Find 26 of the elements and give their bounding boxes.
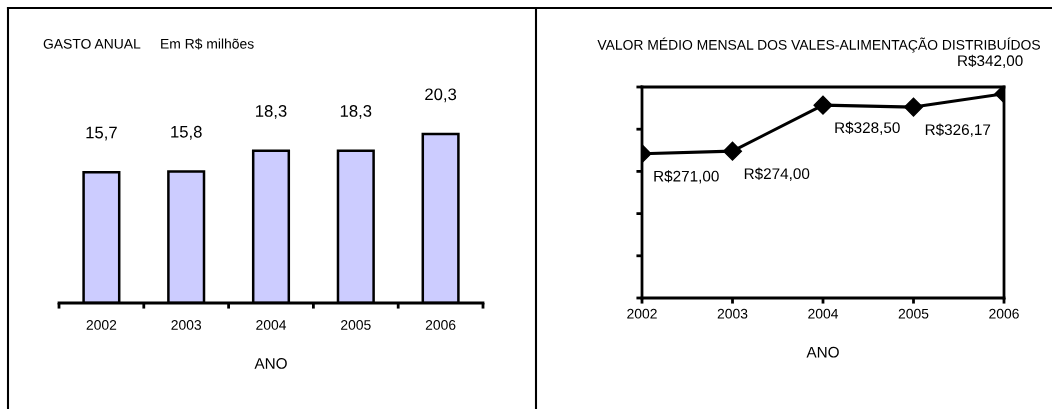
x-tick-label: 2002 (627, 308, 657, 319)
data-label: R$342,00 (958, 54, 1023, 68)
data-label: R$271,00 (654, 170, 719, 184)
x-axis-title: ANO (806, 346, 839, 358)
x-axis-title: ANO (254, 358, 287, 369)
x-tick-label: 2002 (86, 320, 117, 330)
data-label: R$328,50 (835, 121, 900, 135)
x-tick-label: 2003 (171, 320, 202, 330)
data-label: 15,8 (171, 125, 202, 140)
data-label: 18,3 (256, 105, 287, 119)
chart-subtitle: Em R$ milhões (161, 38, 254, 50)
chart-title: GASTO ANUAL (43, 38, 141, 49)
data-label: 18,3 (340, 105, 372, 119)
x-tick-label: 2006 (989, 308, 1019, 319)
x-tick-label: 2005 (341, 320, 371, 330)
data-label: R$326,17 (925, 123, 991, 137)
x-tick-label: 2004 (256, 320, 287, 330)
x-tick-label: 2006 (425, 320, 456, 330)
data-label: 15,7 (86, 126, 117, 141)
data-label: 20,3 (425, 88, 457, 103)
x-tick-label: 2003 (717, 308, 748, 319)
chart-title: VALOR MÉDIO MENSAL DOS VALES-ALIMENTAÇÃO DISTRIBUÍDOS (597, 37, 1040, 53)
point (813, 95, 833, 115)
x-tick-label: 2005 (898, 308, 929, 319)
x-tick-label: 2004 (808, 308, 839, 319)
data-label: R$274,00 (744, 167, 810, 181)
